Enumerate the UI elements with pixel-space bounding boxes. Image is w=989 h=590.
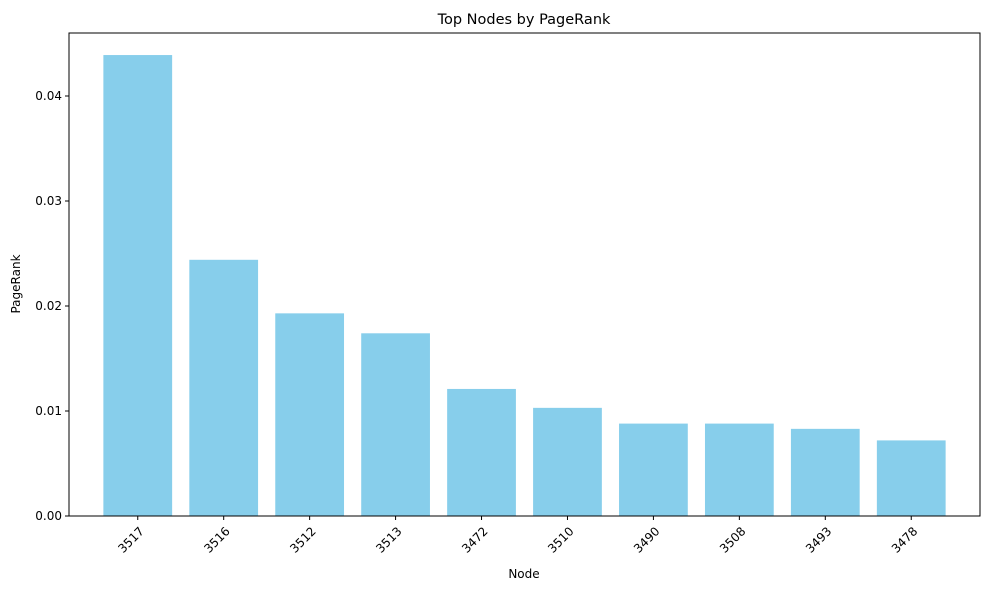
bar-3508 xyxy=(704,423,774,516)
bar-3516 xyxy=(189,259,259,516)
x-tick-label: 3512 xyxy=(287,524,318,555)
bar-3510 xyxy=(533,407,602,516)
bar-3490 xyxy=(619,423,688,516)
x-tick-label: 3493 xyxy=(803,524,834,555)
bar-3513 xyxy=(361,333,430,516)
y-tick-label: 0.04 xyxy=(35,89,62,103)
y-axis-label: PageRank xyxy=(9,254,23,313)
x-tick-label: 3513 xyxy=(373,524,404,555)
y-tick-label: 0.02 xyxy=(35,299,62,313)
x-tick-label: 3478 xyxy=(889,524,920,555)
y-tick-label: 0.00 xyxy=(35,509,62,523)
bar-3517 xyxy=(103,55,173,517)
chart-title: Top Nodes by PageRank xyxy=(437,12,611,28)
bar-3472 xyxy=(447,388,516,516)
x-tick-label: 3508 xyxy=(717,524,748,555)
bars-group xyxy=(103,55,946,517)
y-axis: 0.00 0.01 0.02 0.03 0.04 xyxy=(35,89,69,523)
y-tick-label: 0.03 xyxy=(35,194,62,208)
x-tick-label: 3472 xyxy=(459,524,490,555)
plot-frame xyxy=(68,32,981,517)
bar-3478 xyxy=(876,440,946,516)
x-tick-label: 3510 xyxy=(545,524,576,555)
x-axis-label: Node xyxy=(508,567,539,581)
bar-3493 xyxy=(790,428,860,516)
x-tick-label: 3517 xyxy=(115,524,146,555)
x-tick-label: 3516 xyxy=(201,524,232,555)
y-tick-label: 0.01 xyxy=(35,404,62,418)
x-tick-label: 3490 xyxy=(631,524,662,555)
x-axis: 3517 3516 3512 3513 3472 3510 3490 3508 3493 3478 xyxy=(115,516,920,556)
bar-3512 xyxy=(275,313,345,516)
